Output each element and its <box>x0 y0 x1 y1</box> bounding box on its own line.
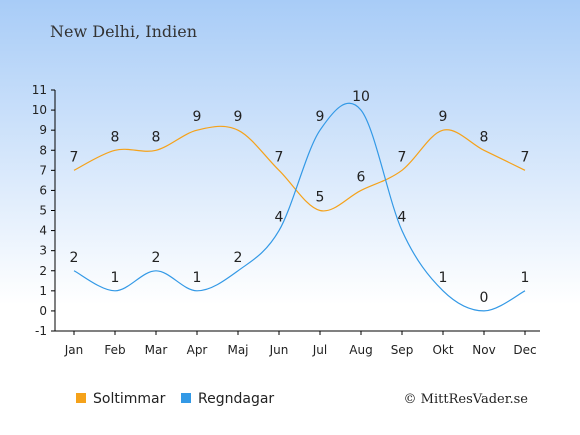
x-tick-label: Aug <box>349 343 372 357</box>
x-tick-label: Apr <box>187 343 208 357</box>
x-tick-label: Jul <box>312 343 327 357</box>
y-tick-label: 4 <box>39 224 47 238</box>
x-tick-label: Dec <box>513 343 536 357</box>
y-tick-label: 11 <box>32 83 47 97</box>
legend-swatch-regndagar <box>181 393 191 403</box>
data-label-regndagar: 4 <box>275 210 284 226</box>
chart-title: New Delhi, Indien <box>50 22 197 41</box>
x-tick-label: Maj <box>227 343 248 357</box>
x-tick-label: Okt <box>432 343 453 357</box>
y-tick-label: 3 <box>39 244 47 258</box>
data-label-soltimmar: 5 <box>316 190 325 206</box>
legend-label-soltimmar: Soltimmar <box>93 391 166 407</box>
data-label-regndagar: 4 <box>398 210 407 226</box>
data-label-regndagar: 2 <box>70 250 79 266</box>
y-tick-label: 1 <box>39 284 47 298</box>
x-tick-label: Nov <box>472 343 495 357</box>
x-tick-label: Jan <box>64 343 84 357</box>
series-line-soltimmar <box>73 125 526 212</box>
data-label-soltimmar: 8 <box>111 129 120 145</box>
data-label-regndagar: 2 <box>234 250 243 266</box>
x-tick-label: Mar <box>145 343 168 357</box>
data-label-regndagar: 0 <box>480 290 489 306</box>
data-label-regndagar: 1 <box>111 270 120 286</box>
data-label-soltimmar: 9 <box>193 109 202 125</box>
y-tick-label: 10 <box>32 103 47 117</box>
data-label-soltimmar: 7 <box>70 149 79 165</box>
legend-label-regndagar: Regndagar <box>198 391 274 407</box>
y-tick-label: 8 <box>39 143 47 157</box>
data-label-soltimmar: 7 <box>521 149 530 165</box>
y-tick-label: 6 <box>39 183 47 197</box>
x-tick-label: Jun <box>269 343 289 357</box>
data-label-regndagar: 1 <box>521 270 530 286</box>
data-label-regndagar: 1 <box>439 270 448 286</box>
data-label-soltimmar: 9 <box>439 109 448 125</box>
data-label-soltimmar: 8 <box>480 129 489 145</box>
y-tick-label: 2 <box>39 264 47 278</box>
y-tick-label: 0 <box>39 304 47 318</box>
data-label-soltimmar: 7 <box>275 149 284 165</box>
series-layer <box>73 102 526 312</box>
data-label-regndagar: 9 <box>316 109 325 125</box>
y-tick-label: 5 <box>39 204 47 218</box>
y-tick-label: 7 <box>39 163 47 177</box>
data-label-regndagar: 2 <box>152 250 161 266</box>
y-tick-label: 9 <box>39 123 47 137</box>
legend: Soltimmar Regndagar <box>76 391 274 407</box>
x-tick-label: Sep <box>391 343 414 357</box>
legend-swatch-soltimmar <box>76 393 86 403</box>
data-label-soltimmar: 6 <box>357 169 366 185</box>
data-label-soltimmar: 7 <box>398 149 407 165</box>
credit-text: © MittResVader.se <box>404 392 529 407</box>
data-label-soltimmar: 8 <box>152 129 161 145</box>
series-line-regndagar <box>73 102 526 312</box>
y-tick-label: -1 <box>35 324 47 338</box>
data-label-soltimmar: 9 <box>234 109 243 125</box>
data-label-regndagar: 1 <box>193 270 202 286</box>
data-label-regndagar: 10 <box>352 89 370 105</box>
x-tick-label: Feb <box>104 343 125 357</box>
